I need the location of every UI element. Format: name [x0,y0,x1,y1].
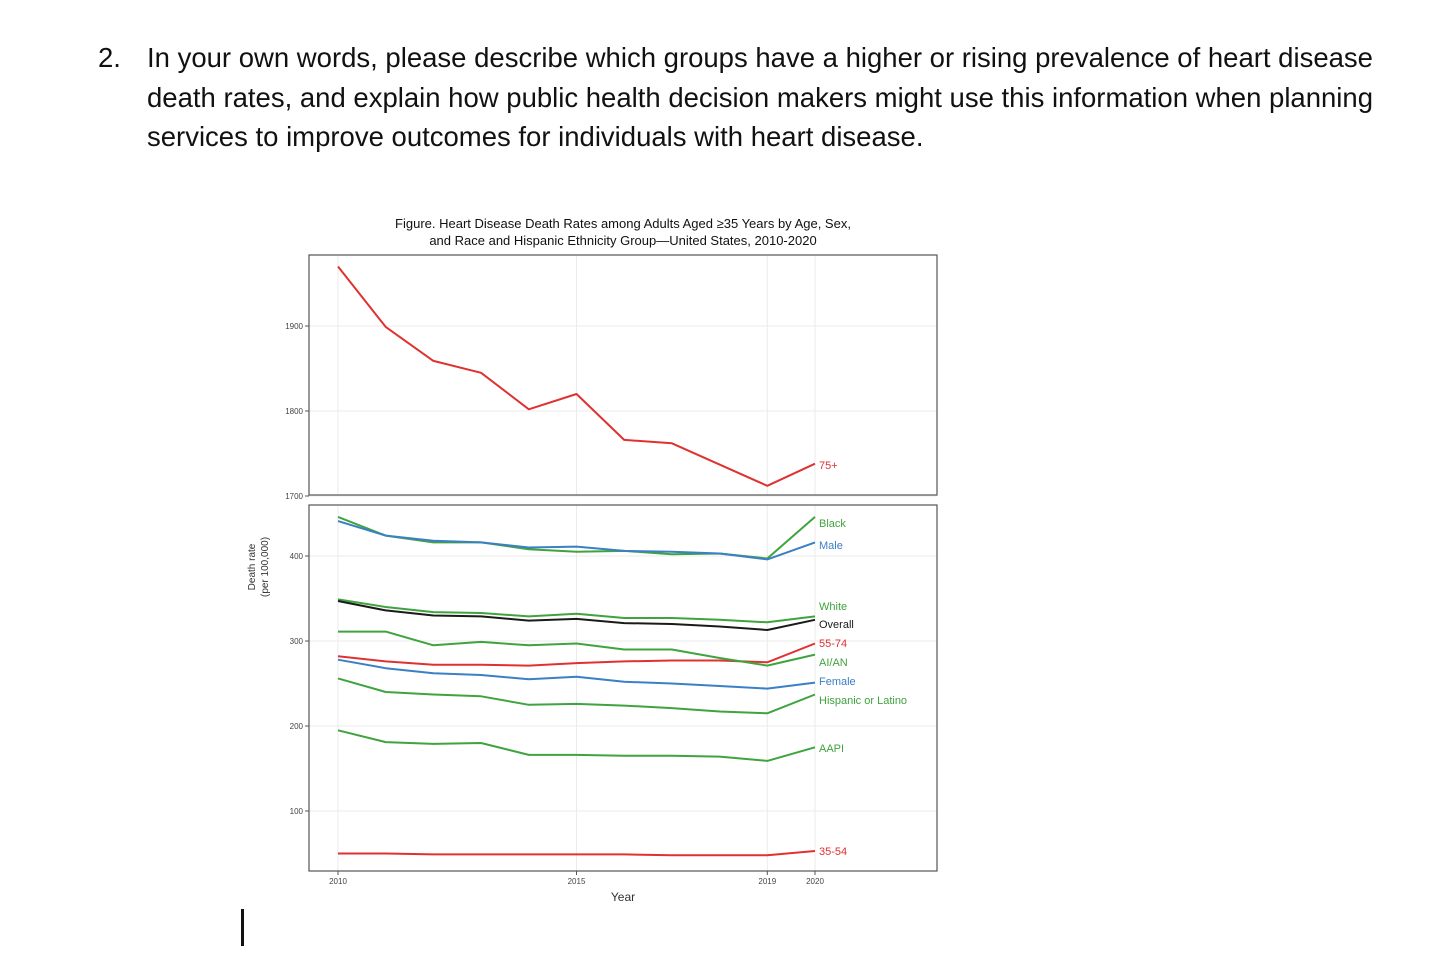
series-label: AI/AN [819,657,848,669]
series-label: 55-74 [819,638,847,650]
x-tick-label: 2020 [806,877,824,886]
y-tick-label: 200 [290,722,304,731]
series-label: AAPI [819,743,844,755]
chart-title-line2: and Race and Hispanic Ethnicity Group—Un… [429,233,816,248]
question-number: 2. [98,42,121,73]
y-tick-label: 300 [290,637,304,646]
y-axis-label: Death rate (per 100,000) [247,537,271,597]
question-text: In your own words, please describe which… [147,42,1374,152]
y-axis-label-line2: (per 100,000) [260,537,271,597]
series-line-male [337,520,816,561]
y-tick-label: 100 [290,807,304,816]
panel-border [308,504,938,872]
panel-border [308,254,938,496]
x-axis-label: Year [611,890,635,904]
panel-bottom: 100 200 300 400 Black Male White Overall 55-74 AI… [290,504,938,872]
series-line-75- [337,265,816,487]
series-label: White [819,601,847,613]
series-label: Black [819,518,846,530]
question: 2. In your own words, please describe wh… [98,38,1378,157]
text-cursor [241,909,244,946]
x-tick-label: 2015 [568,877,586,886]
series-line-35-54 [338,850,816,857]
x-tick-label: 2010 [329,877,347,886]
y-tick-label: 1800 [285,407,303,416]
series-label: 35-54 [819,846,847,858]
y-axis-label-line1: Death rate [247,543,258,590]
series-label: Overall [819,619,854,631]
series-line-ai-an [338,630,816,667]
y-tick-label: 1700 [285,492,303,501]
series-line-hispanic-or-latino [337,677,816,715]
series-line-female [337,658,816,690]
series-line-white [337,598,816,624]
series-line-overall [337,600,816,631]
series-label: Hispanic or Latino [819,695,907,707]
series-label: 75+ [819,460,838,472]
y-tick-label: 1900 [285,322,303,331]
y-tick-label: 400 [290,552,304,561]
x-tick-label: 2019 [758,877,776,886]
series-label: Female [819,676,856,688]
x-axis-ticks: 2010 2015 2019 2020 [329,871,824,886]
series-line-aapi [337,729,816,762]
panel-top: 1700 1800 1900 75+ [285,254,938,501]
chart-title-line1: Figure. Heart Disease Death Rates among … [395,216,851,231]
series-label: Male [819,540,843,552]
